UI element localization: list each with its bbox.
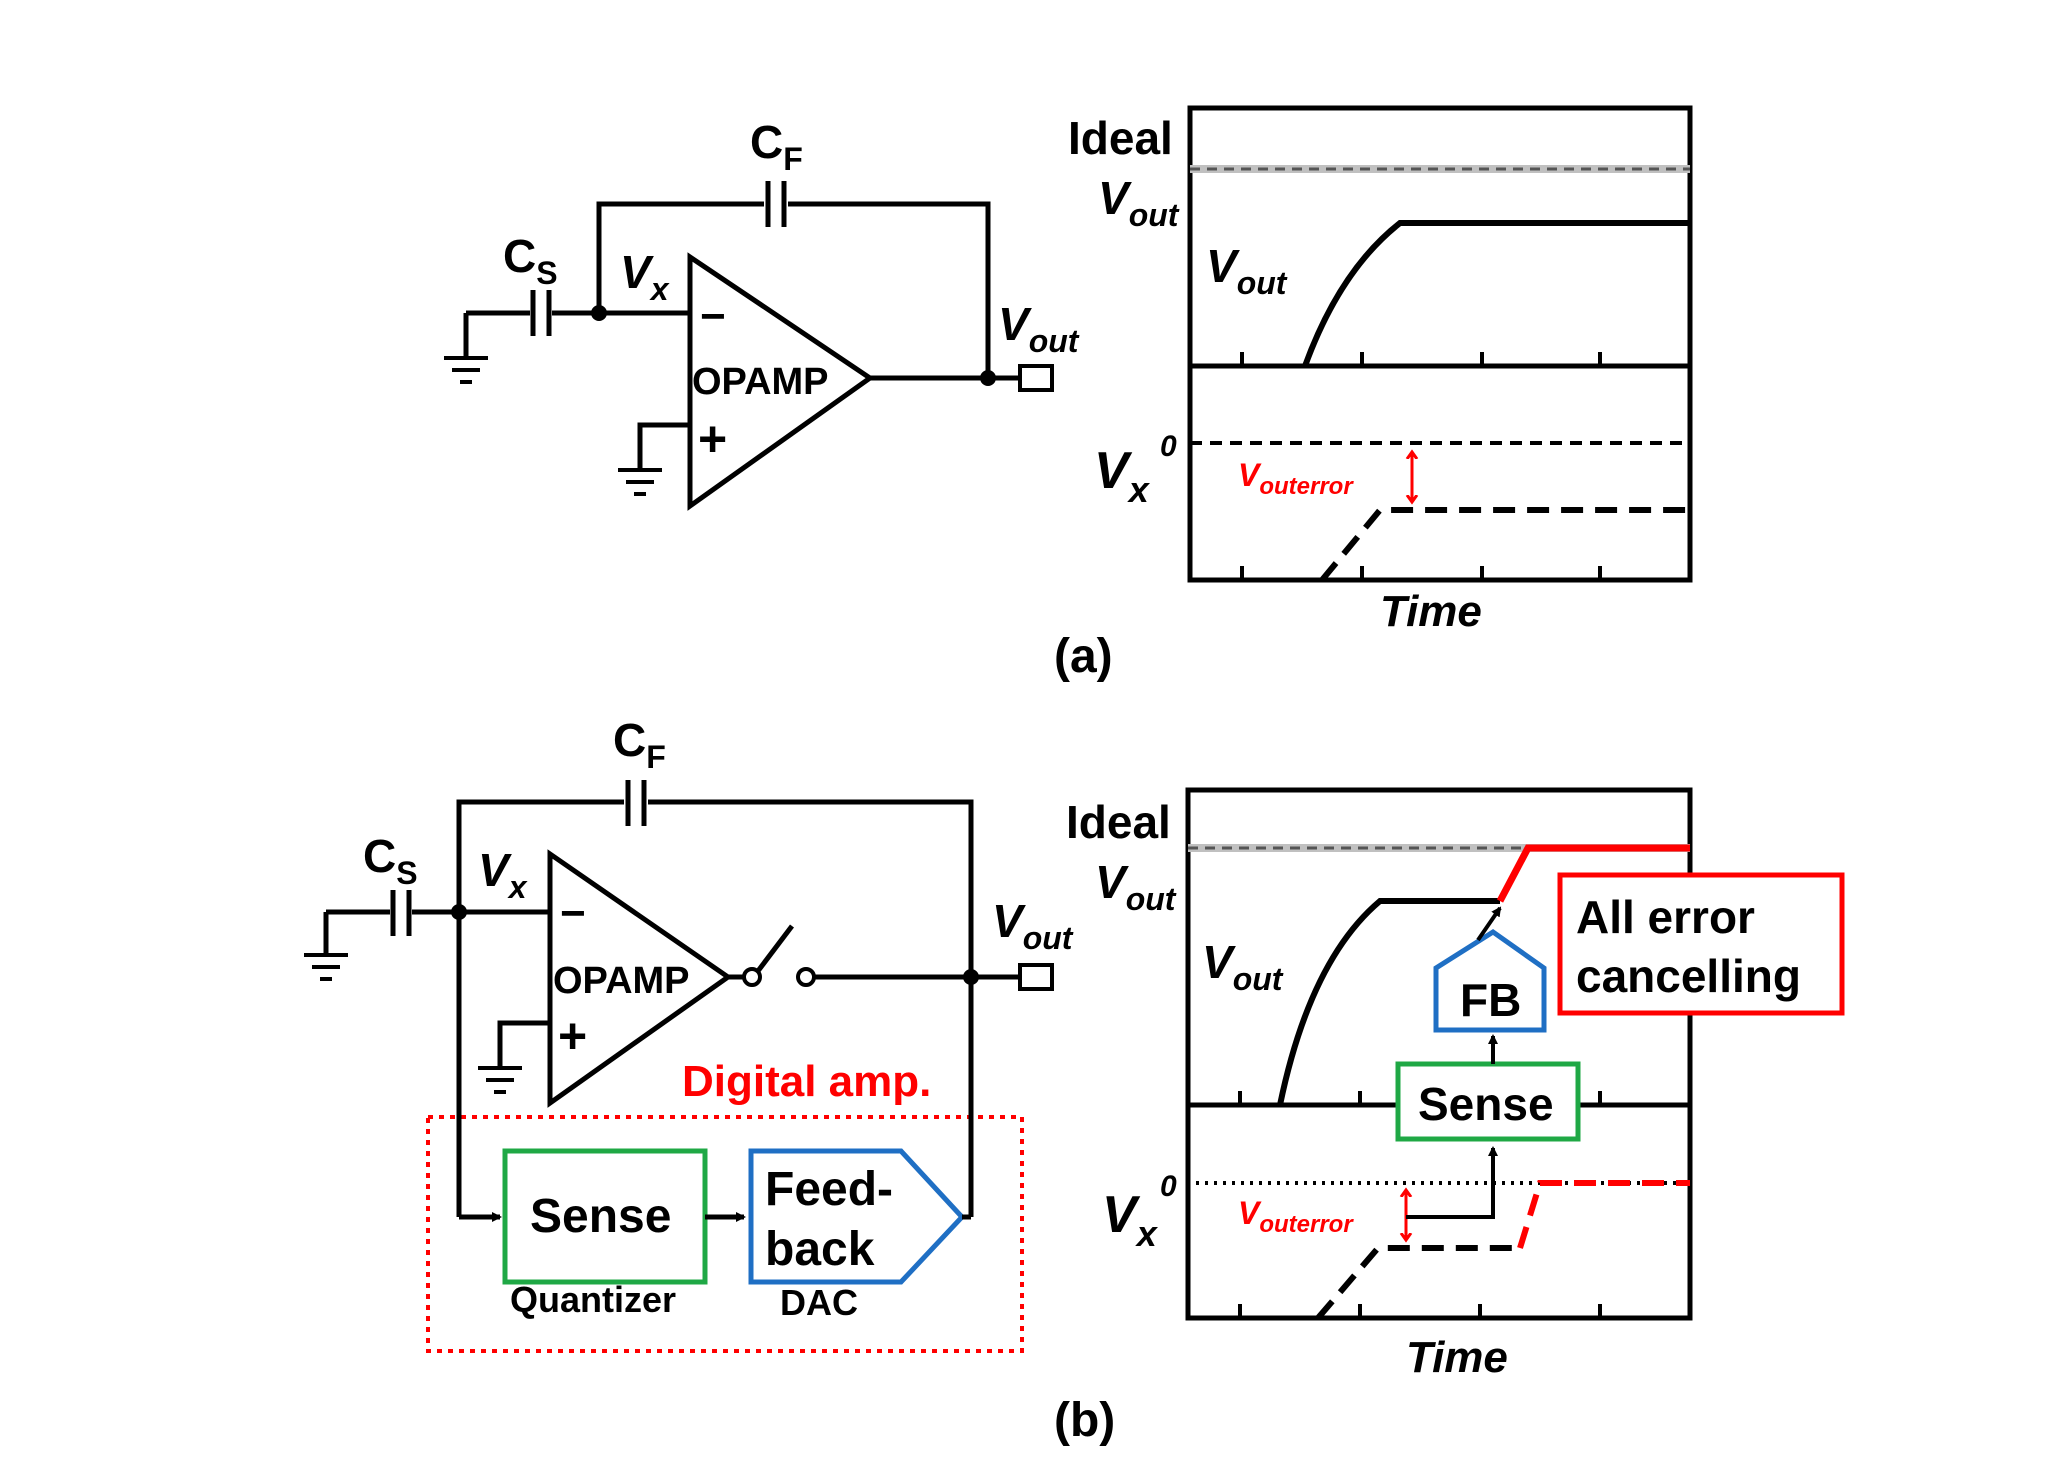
vout-trace-label: Vout xyxy=(1202,936,1284,997)
fb-to-vout-arrow xyxy=(1476,906,1502,942)
cancel-label-line2: cancelling xyxy=(1576,950,1801,1002)
circuit-b: − + OPAMP Digital amp. Sense Quantizer xyxy=(304,714,1074,1353)
output-switch xyxy=(742,924,816,987)
plus-sign: + xyxy=(698,411,727,467)
ideal-vout-label: Vout xyxy=(1098,172,1180,233)
zero-label: 0 xyxy=(1160,430,1177,463)
opamp-label: OPAMP xyxy=(553,960,690,1002)
circuit-a: − + OPAMP CF CS Vx Vout xyxy=(444,116,1080,511)
cs-capacitor xyxy=(530,290,552,336)
vout-trace-label: Vout xyxy=(1206,240,1288,301)
vx-trace xyxy=(1319,507,1690,582)
digital-amp-label: Digital amp. xyxy=(682,1057,931,1106)
cf-label: CF xyxy=(750,116,803,177)
cs-label: CS xyxy=(363,830,418,891)
time-label: Time xyxy=(1380,587,1482,636)
sense-box xyxy=(1395,1061,1581,1142)
vout-corrected-trace xyxy=(1496,844,1690,903)
ideal-label: Ideal xyxy=(1066,796,1171,848)
vx-trace xyxy=(1315,1245,1515,1320)
minus-sign: − xyxy=(560,889,586,938)
time-axis-ticks xyxy=(1238,1304,1602,1318)
vout-node xyxy=(980,370,996,386)
vx-label: Vx xyxy=(620,246,670,307)
ground-icon xyxy=(478,1066,522,1094)
plus-sign: + xyxy=(558,1008,587,1064)
cancel-callout xyxy=(1557,872,1845,1016)
caption-a: (a) xyxy=(1054,630,1113,683)
opamp-label: OPAMP xyxy=(692,361,829,403)
vout-label: Vout xyxy=(992,895,1074,956)
ground-icon xyxy=(304,912,348,981)
error-label: Vouterror xyxy=(1238,1195,1354,1238)
sense-label: Sense xyxy=(1418,1078,1554,1130)
vout-axis-ticks xyxy=(1240,352,1602,366)
vout-terminal xyxy=(1018,364,1054,392)
caption-b: (b) xyxy=(1054,1394,1115,1447)
opamp-symbol xyxy=(547,849,733,1108)
feedback-dac-box xyxy=(748,1148,966,1285)
dac-label: DAC xyxy=(780,1282,858,1323)
error-label: Vouterror xyxy=(1238,457,1354,500)
vout-terminal xyxy=(1018,963,1054,991)
quantizer-label: Quantizer xyxy=(510,1279,676,1320)
ideal-vout-label: Vout xyxy=(1095,856,1177,917)
time-label: Time xyxy=(1406,1333,1508,1382)
cs-label: CS xyxy=(503,230,558,291)
feedback-label-line2: back xyxy=(765,1223,875,1276)
ground-icon xyxy=(444,313,488,384)
ideal-label: Ideal xyxy=(1068,112,1173,164)
time-axis-ticks xyxy=(1240,566,1602,580)
zero-label: 0 xyxy=(1160,1170,1177,1203)
cf-capacitor xyxy=(765,181,787,227)
vout-trace xyxy=(1277,898,1500,1106)
opamp-symbol xyxy=(687,252,875,511)
cancel-label-line1: All error xyxy=(1576,891,1755,943)
plot-a: Ideal Vout Vout Vx 0 Vouterror Time xyxy=(1068,105,1693,636)
sense-label: Sense xyxy=(530,1190,671,1243)
fb-label: FB xyxy=(1460,974,1521,1026)
digital-amp-box xyxy=(426,1115,1024,1353)
vx-label: Vx xyxy=(478,844,528,905)
vx-corrected-trace xyxy=(1517,1180,1690,1249)
minus-sign: − xyxy=(700,292,726,341)
ground-icon xyxy=(618,468,662,496)
fb-box xyxy=(1433,928,1547,1033)
plot-frame xyxy=(1185,787,1693,1321)
vx-axis-label: Vx xyxy=(1094,442,1151,510)
feedback-label-line1: Feed- xyxy=(765,1163,893,1216)
cs-capacitor xyxy=(390,890,412,936)
plot-frame xyxy=(1187,105,1693,583)
cf-capacitor xyxy=(625,780,647,826)
vx-axis-label: Vx xyxy=(1102,1186,1159,1254)
cf-label: CF xyxy=(613,714,666,775)
plot-b: Sense FB All error cancelling Ideal Vout… xyxy=(1066,787,1845,1382)
vout-label: Vout xyxy=(998,298,1080,359)
vout-trace xyxy=(1302,220,1690,368)
